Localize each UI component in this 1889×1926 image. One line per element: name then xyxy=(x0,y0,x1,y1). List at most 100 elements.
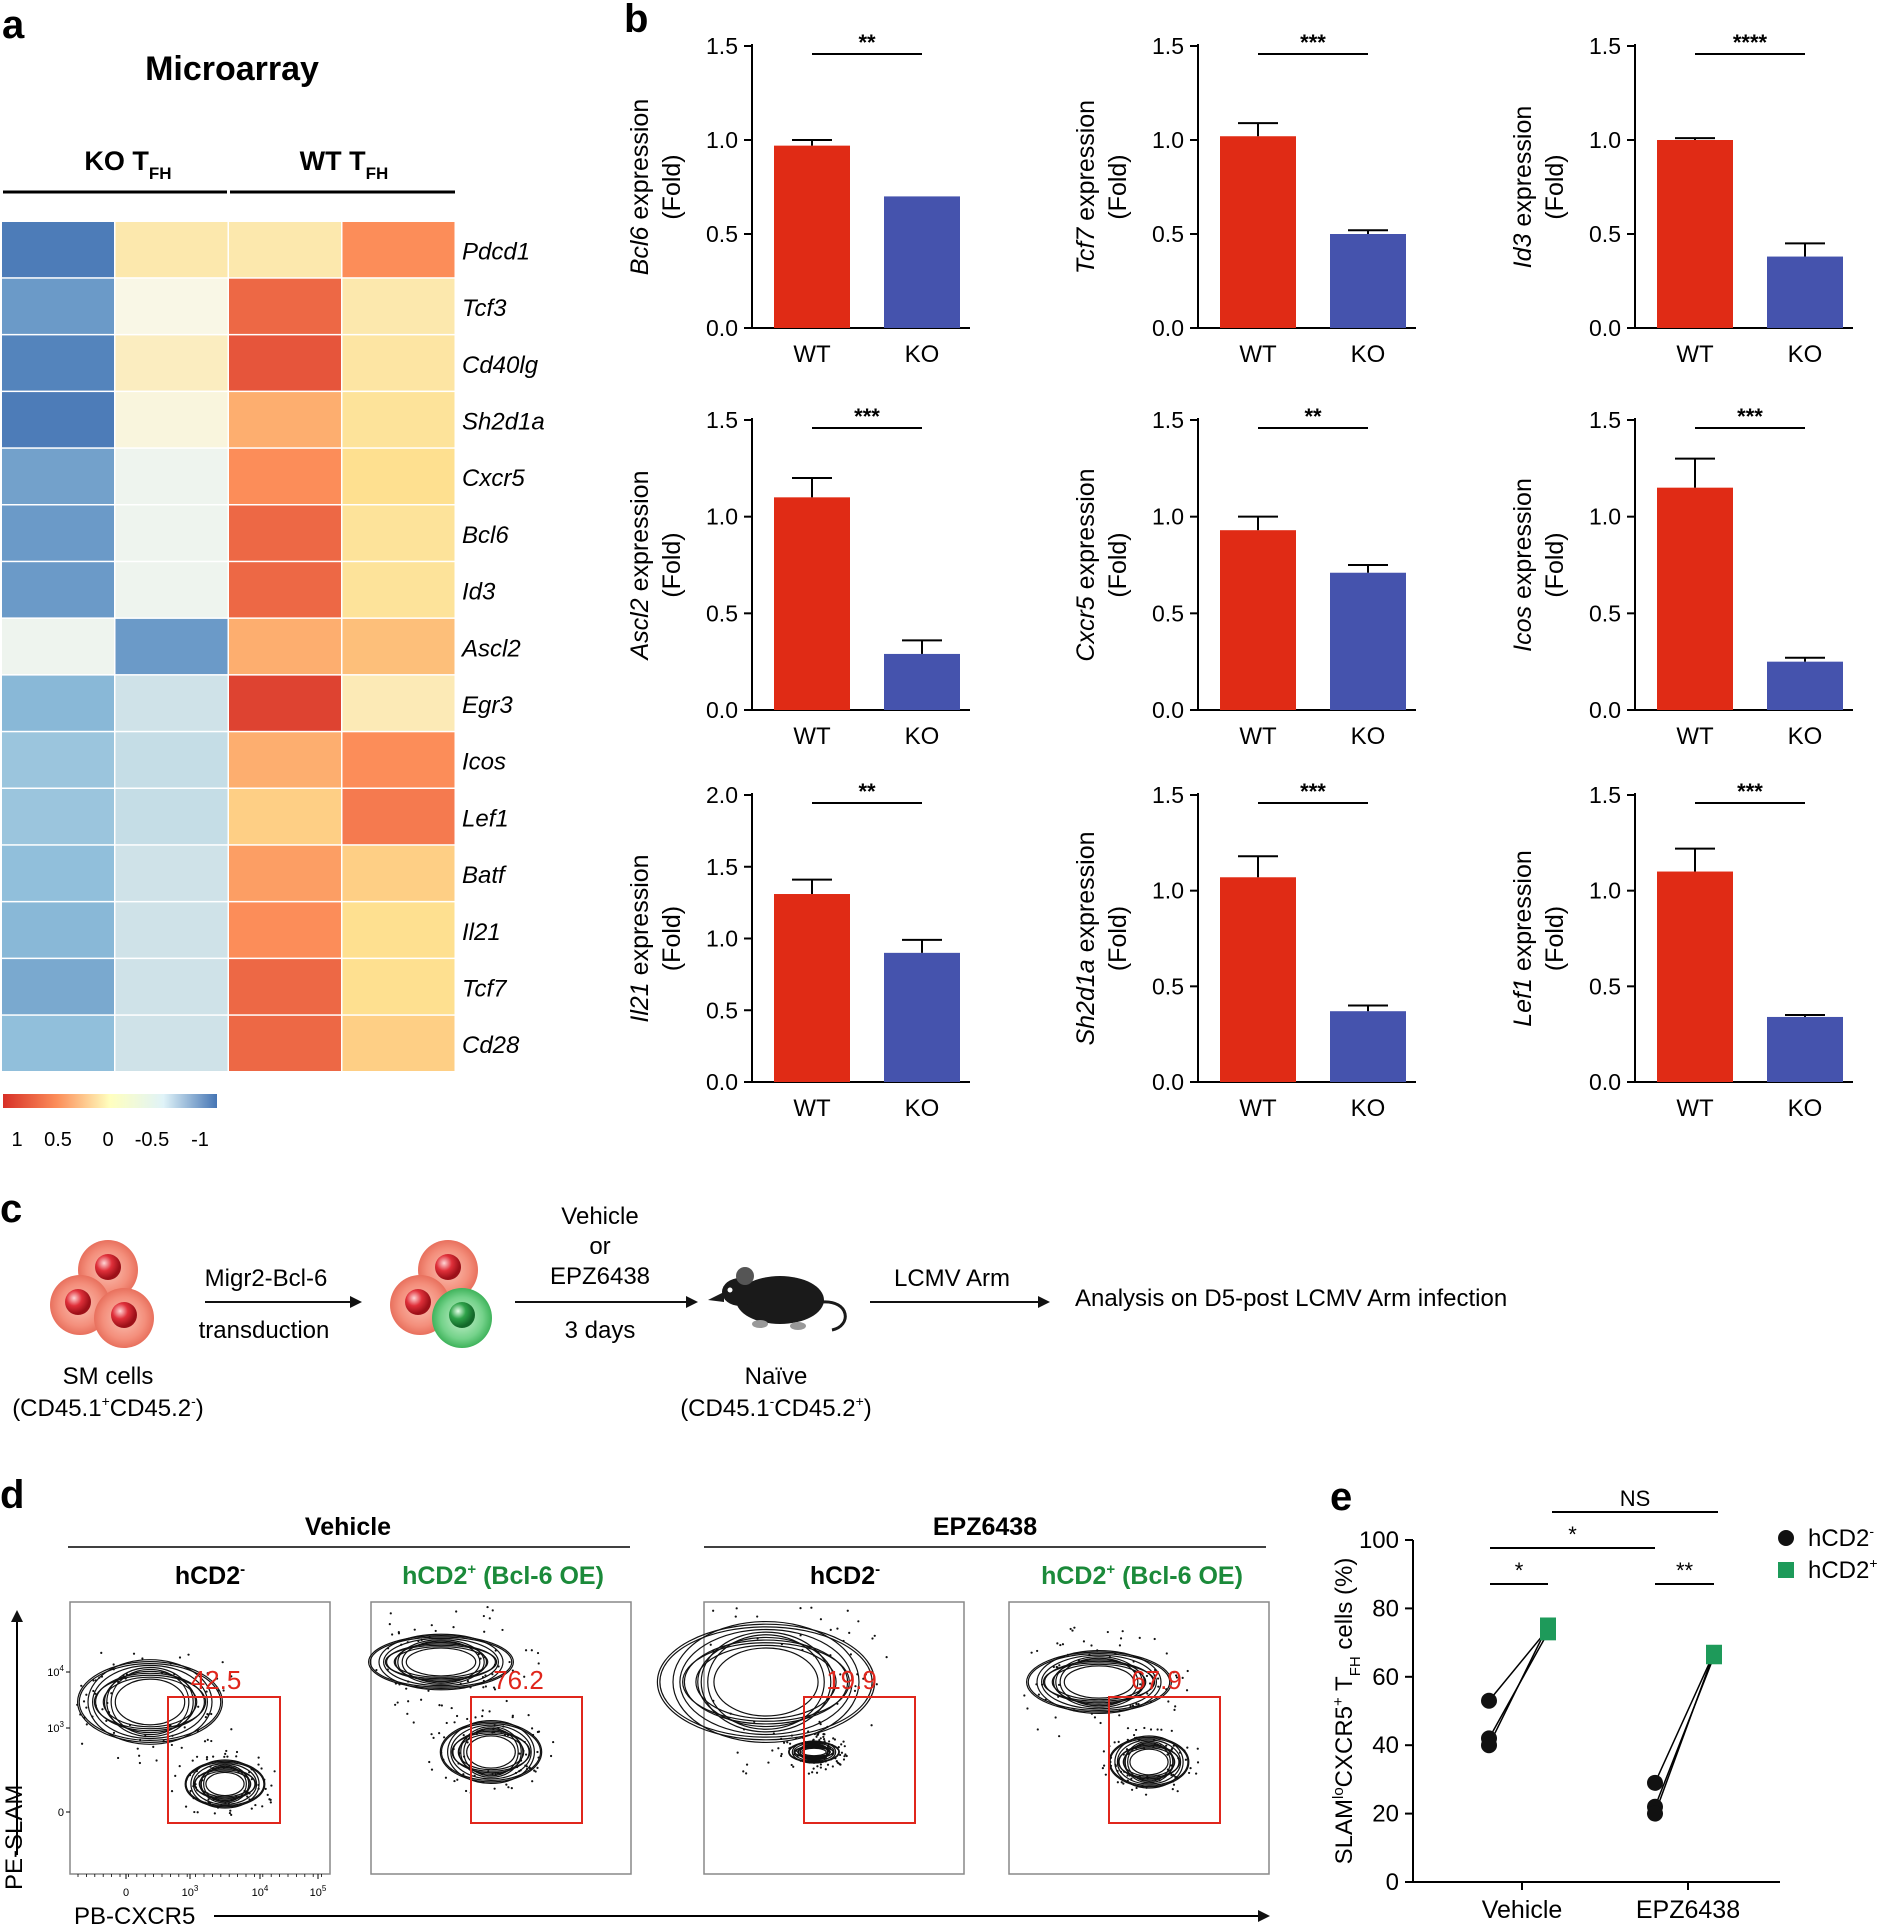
flow-event xyxy=(442,1758,445,1761)
flow-contour xyxy=(679,1628,853,1736)
flow-event xyxy=(742,1728,746,1731)
flow-event xyxy=(82,1700,86,1703)
flow-event xyxy=(810,1606,813,1609)
flow-event xyxy=(388,1623,391,1626)
y-axis-label-text: expression xyxy=(1509,850,1537,978)
legend-tick-label: 1 xyxy=(11,1129,22,1151)
flow-contour xyxy=(801,1747,827,1757)
y-axis-unit-label: (Fold) xyxy=(1541,154,1569,219)
legend-text: hCD2 xyxy=(1808,1557,1869,1584)
flow-event xyxy=(466,1717,469,1721)
flow-event xyxy=(1109,1756,1113,1759)
legend-tick-label: -1 xyxy=(191,1129,209,1151)
bar-ko xyxy=(884,196,960,328)
flow-event xyxy=(92,1679,95,1682)
step1-bottom-label: transduction xyxy=(199,1317,330,1344)
y-tick-label: 1.5 xyxy=(1152,782,1184,808)
flow-event xyxy=(552,1740,555,1744)
flow-event xyxy=(799,1634,802,1637)
flow-event xyxy=(244,1773,247,1776)
flow-event xyxy=(1123,1770,1126,1773)
flow-event xyxy=(507,1733,510,1737)
pop-label: hCD2 xyxy=(1041,1562,1106,1590)
panel-c: c xyxy=(0,1187,1507,1422)
bar-wt xyxy=(774,145,850,328)
y-axis-label-text: expression xyxy=(1072,831,1100,959)
heatmap-cell xyxy=(2,959,114,1015)
flow-contour xyxy=(394,1641,488,1683)
flow-event xyxy=(530,1649,533,1652)
panel-a: a Microarray KO TFH WT TFH Pdcd1Tcf3Cd40… xyxy=(2,3,545,1151)
flow-event xyxy=(428,1636,431,1639)
flow-event xyxy=(1113,1741,1116,1744)
heatmap-cells xyxy=(2,222,455,1071)
flow-event xyxy=(484,1685,487,1688)
y-tick-label: 40 xyxy=(1372,1732,1399,1759)
bar-chart-tcf7: 0.0 0.5 1.0 1.5 WT KO *** Tcf7 expression (Fold) xyxy=(1072,30,1416,368)
flow-contour xyxy=(185,1761,265,1807)
geno-text: ) xyxy=(196,1395,204,1422)
flow-event xyxy=(1139,1683,1142,1686)
group-vehicle-label: Vehicle xyxy=(305,1513,391,1541)
flow-event xyxy=(1145,1786,1148,1789)
flow-event xyxy=(144,1734,147,1738)
plot4-title: hCD2+ (Bcl-6 OE) xyxy=(1041,1561,1243,1590)
point-hcd2-neg xyxy=(1647,1774,1663,1791)
x-tick-label: WT xyxy=(793,723,831,750)
flow-event xyxy=(101,1708,104,1711)
flow-event xyxy=(753,1720,756,1723)
y-axis-label-text: expression xyxy=(626,854,654,982)
flow-event xyxy=(1187,1771,1191,1775)
heatmap-cell xyxy=(342,335,455,391)
tick-exp: 4 xyxy=(60,1664,65,1673)
bar-ko xyxy=(884,653,960,710)
flow-event xyxy=(230,1675,233,1678)
flow-event xyxy=(210,1739,213,1743)
gene-name: Bcl6 xyxy=(626,227,654,276)
x-tick-label: WT xyxy=(1676,723,1714,750)
flow-event xyxy=(1126,1774,1129,1777)
flow-event xyxy=(196,1811,199,1814)
flow-event xyxy=(162,1740,165,1743)
flow-event xyxy=(206,1792,209,1795)
flow-event xyxy=(196,1729,199,1732)
flow-event xyxy=(209,1765,212,1768)
flow-event xyxy=(493,1663,497,1667)
plot1-title: hCD2- xyxy=(175,1561,245,1590)
flow-contour xyxy=(797,1746,831,1758)
bar-wt xyxy=(1657,871,1733,1082)
flow-event xyxy=(1131,1704,1135,1707)
y-axis-label: PE-SLAM xyxy=(1,1785,28,1890)
y-axis-unit-label: (Fold) xyxy=(658,532,686,597)
flow-event xyxy=(481,1675,485,1679)
flow-event xyxy=(1137,1703,1140,1706)
flow-event xyxy=(1178,1751,1182,1754)
flow-event xyxy=(845,1754,848,1758)
legend-text: hCD2 xyxy=(1808,1525,1869,1552)
flow-event xyxy=(1101,1766,1104,1770)
flow-event xyxy=(1164,1775,1167,1778)
flow-event xyxy=(464,1789,468,1793)
flow-event xyxy=(1122,1753,1125,1756)
flow-event xyxy=(482,1686,485,1689)
flow-event xyxy=(440,1704,443,1707)
flow-event xyxy=(840,1751,844,1754)
heatmap-cell xyxy=(115,505,228,561)
heatmap-cell xyxy=(229,845,341,901)
step3-label: LCMV Arm xyxy=(894,1265,1010,1292)
flow-event xyxy=(1149,1687,1152,1690)
flow-event xyxy=(76,1703,79,1706)
y-axis-label-part: + xyxy=(1330,1697,1347,1706)
flow-event xyxy=(1114,1764,1117,1768)
flow-event xyxy=(848,1631,851,1634)
flow-event xyxy=(449,1768,453,1771)
flow-event xyxy=(842,1740,845,1743)
flow-event xyxy=(1116,1781,1119,1784)
flow-event xyxy=(170,1790,174,1793)
legend-label-hcd2-pos: hCD2+ xyxy=(1808,1555,1878,1584)
flow-event xyxy=(1171,1788,1174,1791)
flow-event xyxy=(807,1730,810,1733)
flow-contour xyxy=(451,1732,531,1772)
flow-contour xyxy=(382,1637,500,1687)
flow-event xyxy=(1090,1712,1093,1715)
